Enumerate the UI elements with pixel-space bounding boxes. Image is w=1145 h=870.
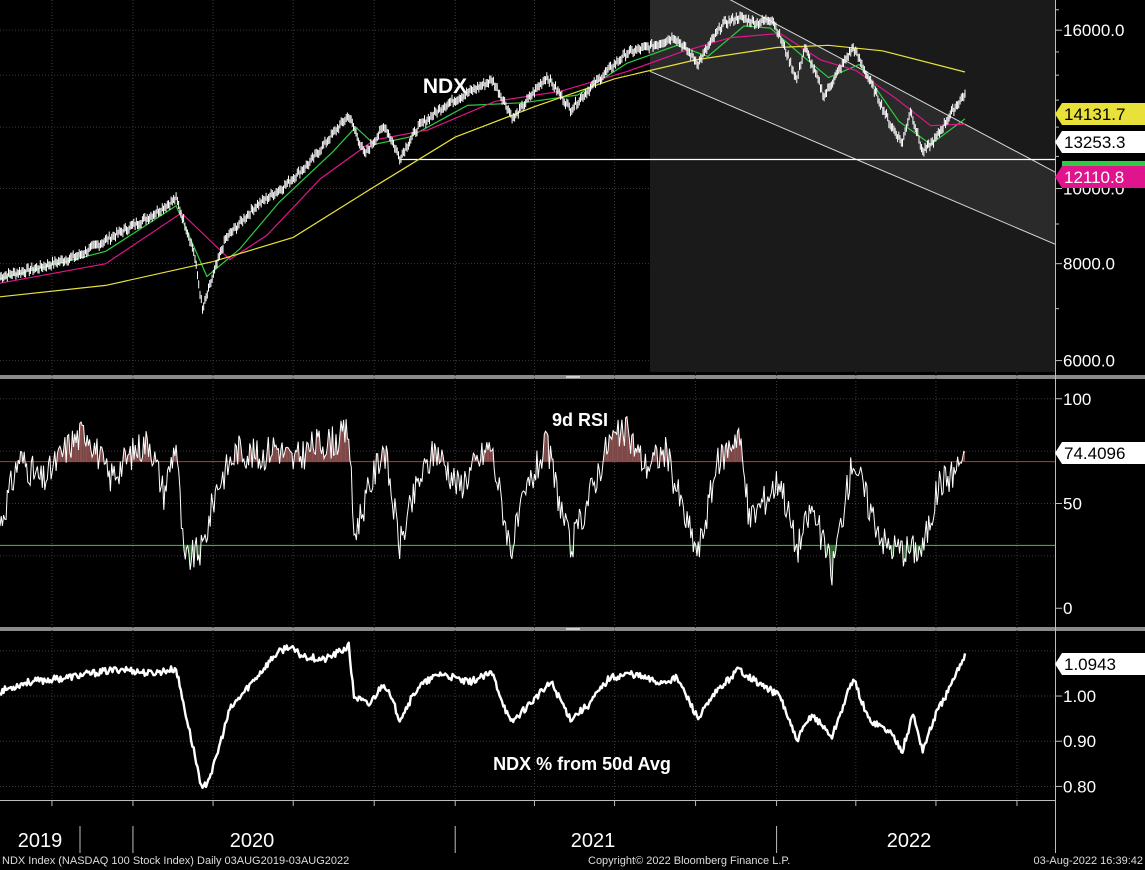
channel-lower-line	[649, 70, 1056, 245]
rsi-overbought-fill	[737, 428, 739, 462]
y-tick-label: 100	[1063, 390, 1091, 409]
rsi-value-badge-text: 74.4096	[1064, 444, 1125, 463]
y-tick-label: 6000.0	[1063, 352, 1115, 371]
rsi-overbought-fill	[274, 445, 276, 462]
rsi-overbought-fill	[730, 448, 732, 462]
x-year-label: 2020	[230, 830, 275, 852]
rsi-overbought-fill	[273, 437, 275, 462]
y-tick-label: 1.00	[1063, 687, 1096, 706]
rsi-overbought-fill	[287, 447, 289, 462]
rsi-overbought-fill	[491, 448, 493, 462]
rsi-line	[0, 415, 966, 586]
downtrend-channel	[650, 0, 1055, 245]
ratio-line	[0, 641, 967, 789]
panel-grip	[566, 628, 580, 630]
rsi-overbought-fill	[621, 419, 624, 462]
rsi-overbought-fill	[610, 437, 612, 462]
rsi-overbought-fill	[728, 440, 731, 462]
rsi-overbought-fill	[490, 450, 492, 462]
rsi-overbought-fill	[309, 450, 311, 462]
rsi-overbought-fill	[67, 434, 69, 462]
y-tick-label: 16000.0	[1063, 21, 1124, 40]
rsi-overbought-fill	[333, 454, 335, 462]
rsi-overbought-fill	[277, 448, 279, 462]
series-ma20	[0, 25, 966, 280]
axis-layer: 16000.010000.08000.06000.01005001.000.90…	[18, 9, 1124, 853]
rsi-overbought-fill	[238, 435, 241, 462]
y-tick-label: 0.90	[1063, 732, 1096, 751]
ma50-value-badge: 12110.8	[1055, 166, 1145, 188]
ratio-value-badge-text: 1.0943	[1064, 655, 1116, 674]
rsi-overbought-fill	[20, 451, 22, 462]
rsi-overbought-fill	[306, 442, 309, 462]
rsi-overbought-fill	[631, 433, 634, 462]
ma50-value-badge-bg	[1055, 166, 1145, 188]
price-value-badge: 13253.3	[1055, 131, 1145, 153]
series-ma200	[0, 44, 966, 298]
rsi-overbought-fill	[101, 447, 104, 462]
rsi-overbought-fill	[609, 435, 611, 462]
price-bars	[0, 11, 966, 314]
rsi-overbought-fill	[613, 430, 615, 462]
ma20-value-badge	[1062, 161, 1145, 169]
x-year-label: 2019	[18, 830, 63, 852]
rsi-overbought-fill	[614, 432, 616, 462]
rsi-overbought-fill	[79, 422, 82, 462]
rsi-overbought-fill	[82, 425, 84, 462]
ratio-value-badge-bg	[1055, 653, 1145, 675]
rsi-overbought-fill	[58, 446, 60, 462]
rsi-overbought-fill	[615, 432, 617, 462]
rsi-overbought-fill	[732, 445, 734, 462]
ma50-value-badge-text: 12110.8	[1064, 168, 1124, 187]
ratio-value-badge: 1.0943	[1055, 653, 1145, 675]
price-value-badge-text: 13253.3	[1064, 133, 1125, 152]
rsi-value-badge-bg	[1055, 442, 1145, 464]
rsi-overbought-fill	[84, 441, 86, 462]
ma200-value-badge-text: 14131.7	[1064, 105, 1125, 124]
rsi-overbought-fill	[317, 430, 320, 462]
rsi-overbought-fill	[347, 439, 349, 462]
channel-shade-layer	[650, 0, 1055, 372]
footer-security-info: NDX Index (NASDAQ 100 Stock Index) Daily…	[2, 855, 350, 867]
footer-timestamp: 03-Aug-2022 16:39:42	[1033, 855, 1143, 867]
series-ma50	[0, 32, 966, 284]
ma200-value-badge: 14131.7	[1055, 103, 1145, 125]
ma200-value-badge-bg	[1055, 103, 1145, 125]
rsi-overbought-fill	[625, 416, 627, 462]
rsi-overbought-fill	[616, 419, 619, 462]
rsi-extreme-fills	[16, 416, 965, 586]
rsi-oversold-fill	[903, 545, 905, 567]
price-panel-title: NDX	[423, 75, 467, 98]
rsi-overbought-fill	[285, 447, 288, 462]
rsi-value-badge: 74.4096	[1055, 442, 1145, 464]
rsi-overbought-fill	[314, 453, 316, 462]
rsi-overbought-fill	[628, 427, 630, 462]
rsi-overbought-fill	[81, 422, 83, 462]
rsi-overbought-fill	[544, 431, 546, 462]
ratio-panel-title: NDX % from 50d Avg	[493, 754, 671, 774]
rsi-overbought-fill	[289, 450, 291, 462]
series-layer	[0, 0, 1056, 789]
channel-upper-line	[729, 0, 1056, 173]
rsi-overbought-fill	[100, 446, 102, 462]
rsi-overbought-fill	[288, 447, 290, 462]
rsi-overbought-fill	[484, 450, 486, 462]
rsi-oversold-fill	[904, 545, 906, 562]
rsi-overbought-fill	[545, 431, 547, 462]
panel-grip	[566, 376, 580, 378]
x-year-label: 2022	[887, 830, 932, 852]
rsi-panel-title: 9d RSI	[552, 410, 608, 430]
label-layer: NDX 14131.7 13253.3 12110.8 9d RSI 74.4096 NDX…	[423, 75, 1145, 774]
footer-copyright: Copyright© 2022 Bloomberg Finance L.P.	[588, 855, 791, 867]
rsi-overbought-fill	[963, 451, 965, 462]
y-tick-label: 0	[1063, 599, 1072, 618]
y-tick-label: 0.80	[1063, 777, 1096, 796]
y-tick-label: 50	[1063, 495, 1082, 514]
rsi-overbought-fill	[339, 420, 342, 462]
y-tick-label: 8000.0	[1063, 255, 1115, 274]
x-year-label: 2021	[571, 830, 616, 852]
price-value-badge-bg	[1055, 131, 1145, 153]
rsi-overbought-fill	[295, 450, 297, 462]
